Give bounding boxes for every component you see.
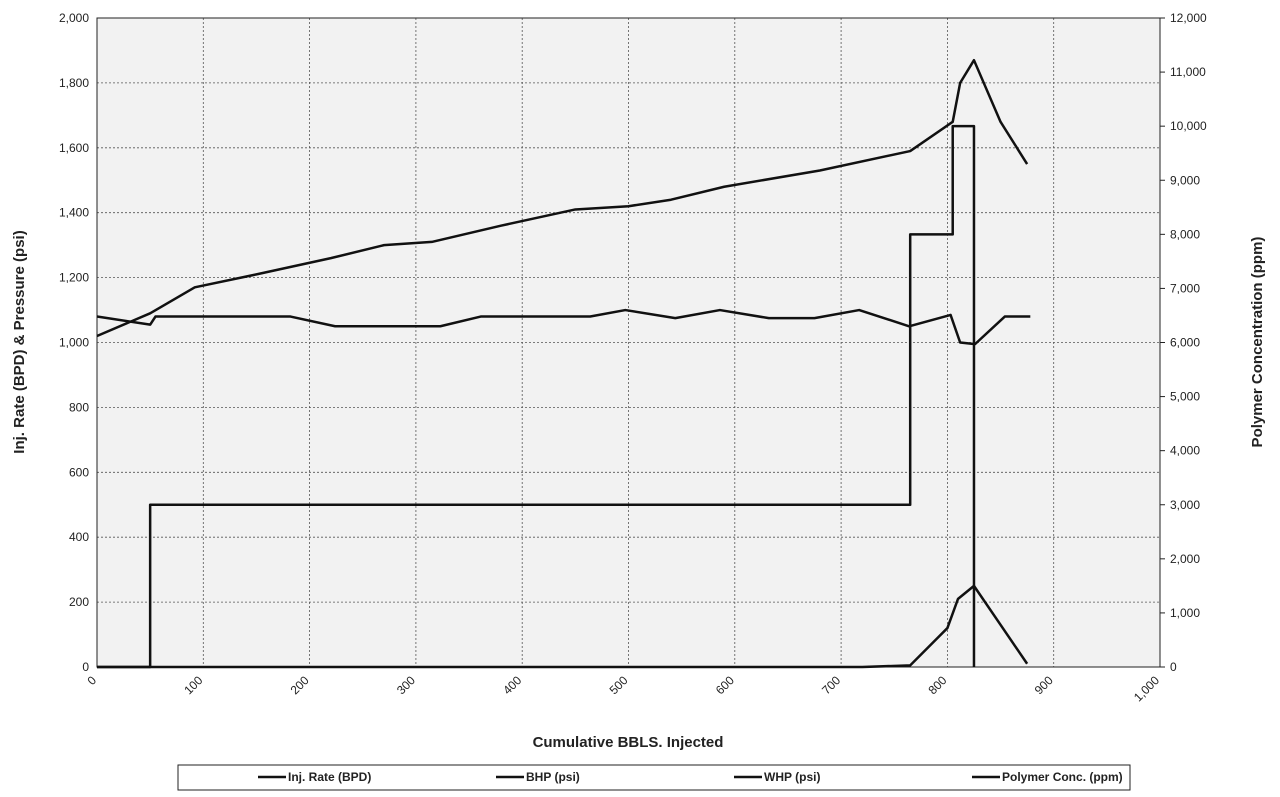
y-tick-label: 600 [69, 465, 89, 479]
y2-tick-label: 2,000 [1170, 552, 1200, 566]
x-tick-label: 200 [288, 673, 312, 697]
legend-box [177, 764, 1131, 791]
x-tick-label: 300 [394, 673, 418, 697]
y2-tick-label: 3,000 [1170, 498, 1200, 512]
y2-tick-label: 9,000 [1170, 173, 1200, 187]
x-tick-label: 1,000 [1131, 673, 1162, 704]
legend-label: WHP (psi) [764, 770, 820, 784]
x-tick-label: 800 [925, 673, 949, 697]
y-tick-label: 2,000 [59, 11, 89, 25]
series-line [96, 58, 1029, 338]
y2-tick-label: 1,000 [1170, 606, 1200, 620]
legend-label: Inj. Rate (BPD) [288, 770, 371, 784]
series-line [96, 308, 1031, 346]
y2-tick-label: 7,000 [1170, 281, 1200, 295]
y2-axis-title: Polymer Concentration (ppm) [1249, 237, 1266, 448]
y2-tick-label: 5,000 [1170, 390, 1200, 404]
y-tick-label: 1,200 [59, 271, 89, 285]
y2-tick-label: 12,000 [1170, 11, 1207, 25]
x-tick-label: 400 [500, 673, 524, 697]
y-tick-label: 1,400 [59, 206, 89, 220]
series-line [97, 124, 976, 669]
legend-label: Polymer Conc. (ppm) [1002, 770, 1123, 784]
x-tick-label: 0 [84, 673, 99, 688]
y-axis-title: Inj. Rate (BPD) & Pressure (psi) [11, 230, 28, 453]
y2-tick-label: 6,000 [1170, 336, 1200, 350]
y2-tick-label: 0 [1170, 660, 1177, 674]
y-tick-label: 0 [82, 660, 89, 674]
y2-tick-label: 11,000 [1170, 65, 1206, 79]
y2-tick-label: 10,000 [1170, 119, 1207, 133]
y2-tick-label: 4,000 [1170, 444, 1200, 458]
y-tick-label: 800 [69, 400, 89, 414]
series-line [97, 584, 1029, 669]
y-tick-label: 200 [69, 595, 89, 609]
x-tick-label: 600 [713, 673, 737, 697]
x-tick-label: 700 [819, 673, 843, 697]
x-tick-label: 100 [181, 673, 205, 697]
y2-tick-label: 8,000 [1170, 227, 1200, 241]
x-tick-label: 500 [607, 673, 631, 697]
legend-label: BHP (psi) [526, 770, 580, 784]
x-axis-title: Cumulative BBLS. Injected [533, 734, 724, 751]
y-tick-label: 1,000 [59, 336, 89, 350]
y-tick-label: 400 [69, 530, 89, 544]
x-tick-label: 900 [1032, 673, 1056, 697]
y-tick-label: 1,600 [59, 141, 89, 155]
y-tick-label: 1,800 [59, 76, 89, 90]
